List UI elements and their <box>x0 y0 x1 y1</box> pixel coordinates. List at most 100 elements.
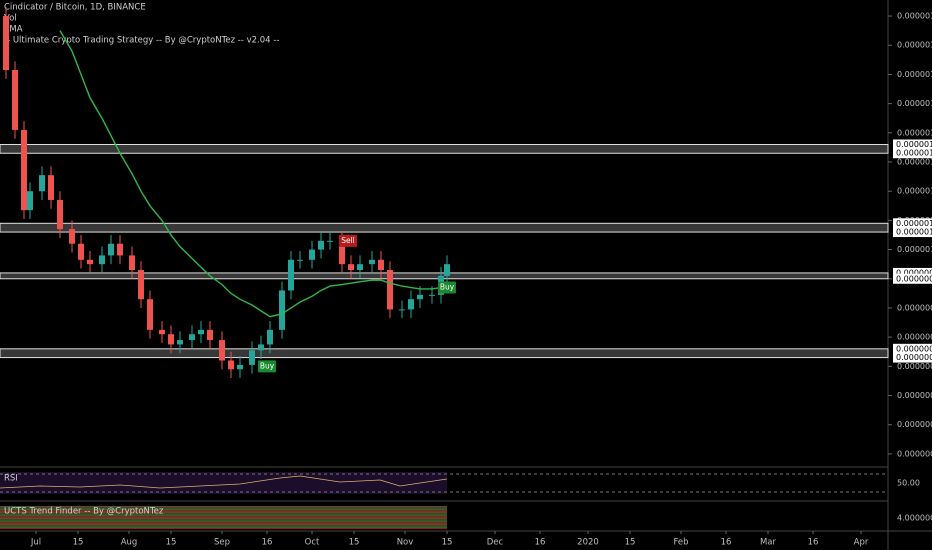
candle-body <box>198 329 204 335</box>
candle-body <box>357 264 363 271</box>
ema-line <box>59 30 448 318</box>
candle-body <box>177 340 183 345</box>
candle-body <box>348 264 354 271</box>
candle-body <box>39 175 45 192</box>
candle-body <box>48 175 54 200</box>
rsi-line <box>0 475 448 489</box>
candle-body <box>27 191 33 211</box>
x-tick-label: 2020 <box>577 538 599 548</box>
signal-label: Sell <box>341 236 355 245</box>
y-tick-label: 0.00000040 <box>897 420 932 429</box>
candle-body <box>327 240 333 242</box>
level-label-box <box>893 343 932 354</box>
candle-body <box>309 249 315 260</box>
y-tick-label: 0.00000150 <box>897 99 932 108</box>
level-label: 0.00000066 <box>896 344 932 353</box>
candle-body <box>258 344 264 351</box>
trend-label: UCTS Trend Finder -- By @CryptoNTez <box>4 507 164 517</box>
y-tick-label: 0.00000060 <box>897 362 932 371</box>
x-tick-label: 16 <box>535 538 546 548</box>
level-label-box <box>893 227 932 238</box>
candle-body <box>369 259 375 265</box>
level-label-box <box>893 352 932 363</box>
indicator-label: EMA <box>4 25 23 35</box>
y-tick-label: 0.00000120 <box>897 187 932 196</box>
candle-body <box>279 290 285 330</box>
level-label: 0.00000106 <box>896 228 932 237</box>
candle-body <box>147 299 153 330</box>
level-band <box>0 222 889 233</box>
candle-body <box>267 329 273 345</box>
level-label-box <box>893 267 932 278</box>
candle-body <box>69 229 75 244</box>
signal-box <box>438 281 456 294</box>
y-tick-label: 0.00000050 <box>897 391 932 400</box>
x-tick-label: Sep <box>214 538 230 548</box>
x-tick-label: 15 <box>349 538 360 548</box>
candle-body <box>207 329 213 341</box>
candle-body <box>228 360 234 370</box>
candle-body <box>318 240 324 250</box>
rsi-label: RSI <box>4 474 18 484</box>
level-label: 0.00000136 <box>896 140 932 149</box>
x-tick-label: 15 <box>73 538 84 548</box>
candle-body <box>189 334 195 341</box>
candle-body <box>378 259 384 271</box>
x-tick-label: Feb <box>673 538 688 548</box>
y-tick-label: 0.00000030 <box>897 449 932 458</box>
trend-stripes <box>0 506 447 529</box>
signal-label: Buy <box>440 283 455 292</box>
y-tick-label: 0.00000130 <box>897 158 932 167</box>
rsi-tick: 50.00 <box>897 479 920 488</box>
candle-body <box>159 329 165 335</box>
candle-body <box>129 255 135 271</box>
candle-body <box>408 299 414 310</box>
candle-body <box>219 340 225 361</box>
y-tick-label: 0.00000170 <box>897 41 932 50</box>
candle-body <box>444 264 450 276</box>
candle-body <box>168 334 174 345</box>
x-tick-label: 15 <box>442 538 453 548</box>
signal-box <box>258 360 276 373</box>
signal-box <box>339 234 357 247</box>
candle-body <box>429 294 435 296</box>
candle-body <box>138 270 144 300</box>
trend-tick: 4.00000000 <box>897 514 932 523</box>
candle-body <box>387 270 393 310</box>
level-label: 0.00000063 <box>896 353 932 362</box>
rsi-band <box>0 472 447 494</box>
candle-body <box>57 199 63 230</box>
candle-body <box>87 259 93 265</box>
level-band <box>0 348 889 359</box>
candle-body <box>249 350 255 365</box>
x-tick-label: 16 <box>721 538 732 548</box>
candle-body <box>399 309 405 311</box>
y-tick-label: 0.00000100 <box>897 245 932 254</box>
candle-body <box>237 364 243 370</box>
signal-label: Buy <box>260 361 275 370</box>
chart-title: Cindicator / Bitcoin, 1D, BINANCE <box>4 3 146 13</box>
candle-body <box>417 294 423 300</box>
x-tick-label: 16 <box>808 538 819 548</box>
level-label-box <box>893 148 932 159</box>
x-tick-label: 15 <box>166 538 177 548</box>
indicator-label: Vol <box>4 14 17 24</box>
level-label-box <box>893 273 932 284</box>
candle-body <box>3 16 9 71</box>
y-tick-label: 0.00000140 <box>897 128 932 137</box>
candle-body <box>339 240 345 265</box>
y-tick-label: 0.00000160 <box>897 70 932 79</box>
x-tick-label: Nov <box>397 538 414 548</box>
level-label-box <box>893 218 932 229</box>
x-tick-label: Apr <box>854 538 869 548</box>
level-band <box>0 143 889 154</box>
y-tick-label: 0.00000180 <box>897 12 932 21</box>
level-label: 0.00000109 <box>896 219 932 228</box>
level-label: 0.00000133 <box>896 149 932 158</box>
x-tick-label: Jul <box>30 538 41 548</box>
x-tick-label: Mar <box>760 538 777 548</box>
candle-body <box>21 129 27 211</box>
candle-body <box>297 259 303 261</box>
